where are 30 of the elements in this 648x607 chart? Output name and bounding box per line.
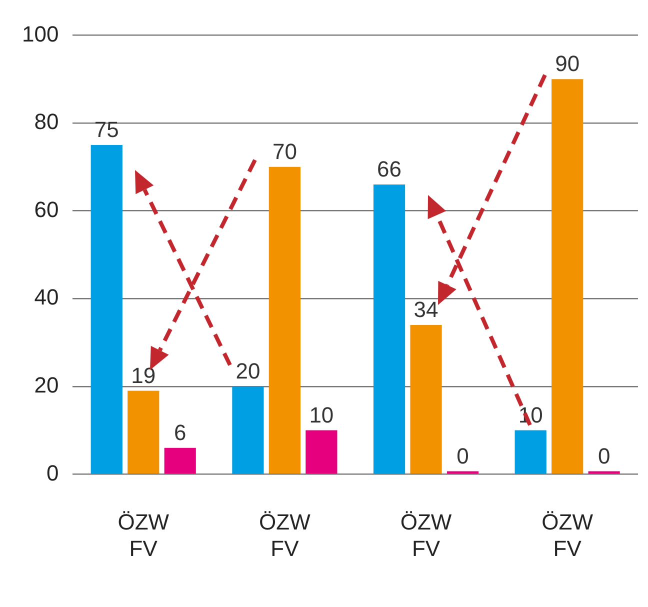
bar — [128, 390, 160, 474]
data-label: 66 — [377, 156, 402, 182]
y-tick-label: 60 — [34, 196, 59, 222]
data-label: 90 — [555, 51, 580, 76]
y-tick-label: 100 — [22, 21, 59, 46]
data-label: 0 — [598, 443, 610, 468]
data-label: 19 — [131, 362, 156, 388]
x-tick-label: ÖZW FV — [400, 509, 452, 561]
bar — [552, 79, 584, 474]
data-label: 20 — [236, 358, 260, 384]
y-tick-label: 40 — [34, 284, 59, 310]
x-tick-label: ÖZW FV — [542, 509, 594, 561]
data-label: 75 — [94, 117, 119, 142]
y-tick-label: 0 — [46, 460, 59, 486]
bar — [232, 386, 264, 474]
bar — [268, 166, 300, 474]
data-label: 6 — [174, 420, 186, 445]
y-tick-label: 20 — [34, 372, 59, 398]
data-label: 10 — [309, 402, 334, 428]
data-label: 70 — [272, 138, 297, 164]
bar — [306, 430, 338, 474]
bar — [514, 430, 546, 474]
bar — [90, 144, 122, 474]
bar — [373, 184, 406, 474]
data-label: 0 — [456, 443, 469, 468]
bar — [164, 448, 196, 474]
x-tick-label: ÖZW FV — [118, 509, 170, 561]
data-label: 34 — [414, 297, 438, 322]
x-tick-label: ÖZW FV — [259, 509, 311, 561]
y-tick-label: 80 — [34, 109, 59, 134]
